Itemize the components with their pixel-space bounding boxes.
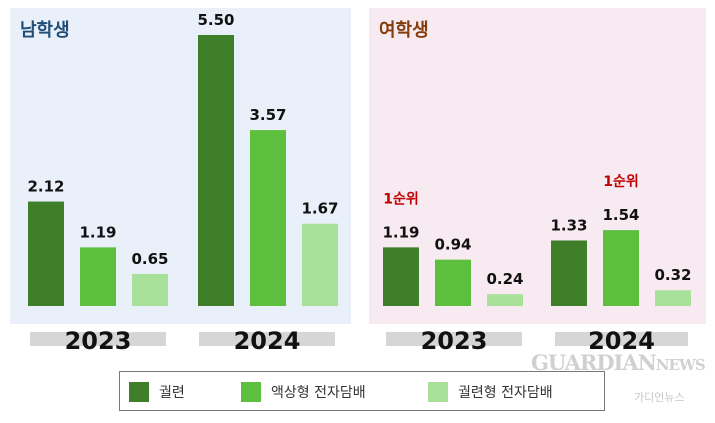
- legend-item-liquid-ecig: 액상형 전자담배: [241, 381, 366, 403]
- legend-label-cig-type-ecig: 궐련형 전자담배: [458, 385, 553, 401]
- bar-cigarette: [551, 240, 587, 306]
- bar-liquid-ecig: [80, 247, 116, 306]
- value-label-liquid-ecig: 1.19: [79, 223, 116, 241]
- bar-cigarette: [383, 247, 419, 306]
- legend: 궐련 액상형 전자담배 궐련형 전자담배: [119, 371, 605, 411]
- value-label-cigarette: 2.12: [27, 178, 64, 196]
- rank-annotation: 1순위: [383, 191, 419, 207]
- rank-annotation: 1순위: [603, 174, 639, 190]
- bar-liquid-ecig: [603, 230, 639, 306]
- bar-cig-type-ecig: [655, 290, 691, 306]
- bar-cig-type-ecig: [487, 294, 523, 306]
- value-label-liquid-ecig: 0.94: [434, 236, 471, 254]
- legend-label-cigarette: 궐련: [159, 385, 185, 401]
- year-label: 2023: [65, 327, 132, 355]
- year-label-bar: [386, 332, 522, 346]
- legend-item-cig-type-ecig: 궐련형 전자담배: [428, 381, 553, 403]
- value-label-liquid-ecig: 3.57: [249, 106, 286, 124]
- value-label-cig-type-ecig: 0.65: [131, 250, 168, 268]
- watermark-logo: GUARDIANNEWS: [531, 350, 706, 375]
- watermark-subtext: 가디언뉴스: [634, 391, 685, 404]
- year-label-bar: [555, 332, 688, 346]
- legend-swatch-cigarette: [129, 382, 149, 402]
- legend-item-cigarette: 궐련: [129, 381, 185, 403]
- legend-swatch-cig-type-ecig: [428, 382, 448, 402]
- value-label-cig-type-ecig: 0.24: [486, 270, 523, 288]
- bar-liquid-ecig: [250, 130, 286, 306]
- bar-cig-type-ecig: [132, 273, 168, 306]
- legend-swatch-liquid-ecig: [241, 382, 261, 402]
- value-label-cigarette: 1.19: [382, 223, 419, 241]
- bar-cigarette: [28, 201, 64, 306]
- year-label: 2024: [234, 327, 301, 355]
- value-label-liquid-ecig: 1.54: [602, 206, 639, 224]
- value-label-cig-type-ecig: 1.67: [301, 200, 338, 218]
- value-label-cigarette: 1.33: [550, 216, 587, 234]
- bar-liquid-ecig: [435, 259, 471, 306]
- year-label: 2024: [588, 327, 655, 355]
- legend-label-liquid-ecig: 액상형 전자담배: [271, 385, 366, 401]
- bar-cigarette: [198, 35, 234, 306]
- year-label: 2023: [421, 327, 488, 355]
- value-label-cigarette: 5.50: [197, 11, 234, 29]
- male-panel-title: 남학생: [20, 20, 70, 41]
- female-panel-title: 여학생: [379, 20, 429, 41]
- year-label-bar: [199, 332, 335, 346]
- value-label-cig-type-ecig: 0.32: [654, 266, 691, 284]
- female-students-panel: 여학생: [369, 8, 706, 324]
- bar-cig-type-ecig: [302, 223, 338, 306]
- male-students-panel: 남학생: [10, 8, 351, 324]
- year-label-bar: [30, 332, 166, 346]
